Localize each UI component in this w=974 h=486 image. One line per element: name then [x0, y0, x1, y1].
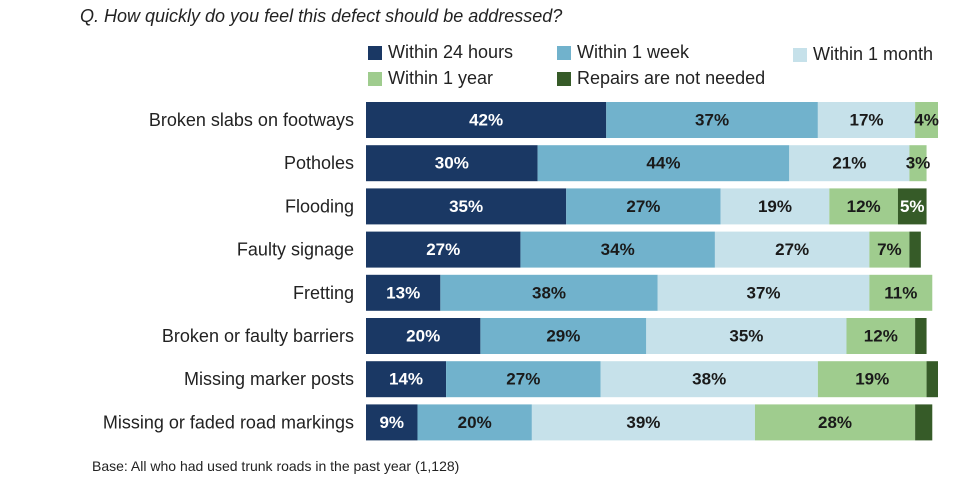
bar-segment — [366, 361, 447, 398]
chart-legend: Within 24 hours Within 1 week Within 1 m… — [0, 0, 974, 100]
legend-swatch-1-month — [793, 47, 807, 62]
data-label: 17% — [849, 111, 883, 130]
data-label: 29% — [546, 327, 580, 346]
bar-segment — [909, 231, 921, 268]
bar-segment — [446, 361, 601, 398]
data-label: 27% — [775, 240, 809, 259]
bar-segment — [417, 404, 532, 441]
data-label: 28% — [818, 413, 852, 432]
bar-segment — [720, 188, 830, 225]
legend-label-1-year: Within 1 year — [388, 68, 494, 88]
bar-segment — [915, 318, 927, 354]
category-label: Fretting — [293, 283, 354, 303]
legend-item-not-needed: Repairs are not needed — [557, 68, 765, 89]
bar-segment — [897, 188, 927, 225]
category-label: Flooding — [285, 196, 354, 216]
data-label: 35% — [449, 197, 483, 216]
data-label: 11% — [884, 283, 917, 302]
data-label: 9% — [379, 413, 404, 432]
bar-segment — [817, 102, 916, 138]
bar-segment — [915, 102, 938, 138]
legend-item-1-week: Within 1 week — [557, 42, 689, 63]
data-label: 38% — [532, 283, 566, 302]
data-label: 42% — [469, 111, 503, 130]
bar-segment — [440, 274, 658, 311]
category-label: Broken slabs on footways — [149, 110, 354, 130]
bar-segment — [646, 318, 847, 354]
bar-segment — [606, 102, 818, 138]
bar-segment — [366, 274, 441, 311]
data-label: 38% — [692, 370, 726, 389]
data-label: 21% — [832, 154, 866, 173]
bar-segment — [909, 145, 927, 182]
data-label: 20% — [406, 327, 440, 346]
bar-segment — [789, 145, 910, 182]
data-label: 35% — [729, 327, 763, 346]
bar-segment — [520, 231, 715, 268]
data-label: 4% — [914, 111, 939, 130]
legend-label-1-week: Within 1 week — [577, 42, 690, 62]
data-label: 44% — [646, 154, 680, 173]
legend-item-1-year: Within 1 year — [368, 68, 493, 89]
data-label: 3% — [906, 154, 931, 173]
bar-segment — [537, 145, 790, 182]
bar-segment — [600, 361, 818, 398]
bar-segment — [926, 361, 938, 398]
data-label: 19% — [855, 370, 889, 389]
legend-label-1-month: Within 1 month — [813, 44, 934, 64]
bar-segment — [846, 318, 916, 354]
bar-segment — [366, 318, 481, 354]
legend-swatch-1-year — [368, 71, 382, 86]
data-label: 14% — [389, 370, 423, 389]
bar-segment — [915, 404, 933, 441]
data-label: 20% — [458, 413, 492, 432]
bar-segment — [366, 145, 538, 182]
data-label: 37% — [695, 111, 729, 130]
legend-item-24-hours: Within 24 hours — [368, 42, 513, 63]
category-label: Broken or faulty barriers — [162, 326, 354, 346]
bar-segment — [657, 274, 870, 311]
bar-segment — [817, 361, 927, 398]
bar-segment — [366, 188, 567, 225]
legend-swatch-24-hours — [368, 45, 382, 60]
base-footnote: Base: All who had used trunk roads in th… — [92, 458, 460, 474]
data-label: 13% — [386, 283, 420, 302]
bar-segment — [714, 231, 870, 268]
data-label: 27% — [506, 370, 540, 389]
legend-label-not-needed: Repairs are not needed — [577, 68, 766, 88]
category-label: Faulty signage — [237, 240, 354, 260]
data-label: 27% — [626, 197, 660, 216]
data-label: 34% — [601, 240, 635, 259]
bar-segment — [829, 188, 898, 225]
category-label: Missing marker posts — [184, 369, 354, 389]
data-label: 30% — [435, 154, 469, 173]
legend-swatch-1-week — [557, 45, 571, 60]
data-label: 5% — [900, 197, 925, 216]
bar-segment — [366, 231, 521, 268]
question-title: Q. How quickly do you feel this defect s… — [80, 6, 563, 26]
bar-segment — [566, 188, 721, 225]
bar-segment — [869, 274, 933, 311]
legend-swatch-not-needed — [557, 71, 571, 86]
category-label: Potholes — [284, 153, 354, 173]
bar-segment — [480, 318, 647, 354]
data-label: 39% — [626, 413, 660, 432]
bar-segment — [366, 404, 418, 441]
data-label: 37% — [747, 283, 781, 302]
bar-segment — [754, 404, 916, 441]
bar-segment — [869, 231, 910, 268]
category-label: Missing or faded road markings — [103, 412, 354, 432]
data-label: 12% — [847, 197, 881, 216]
bar-segment — [366, 102, 607, 138]
data-label: 19% — [758, 197, 792, 216]
bar-segment — [531, 404, 755, 441]
data-label: 12% — [864, 327, 898, 346]
data-label: 7% — [877, 240, 902, 259]
data-label: 27% — [426, 240, 460, 259]
legend-item-1-month: Within 1 month — [793, 44, 933, 65]
legend-label-24-hours: Within 24 hours — [388, 42, 514, 62]
